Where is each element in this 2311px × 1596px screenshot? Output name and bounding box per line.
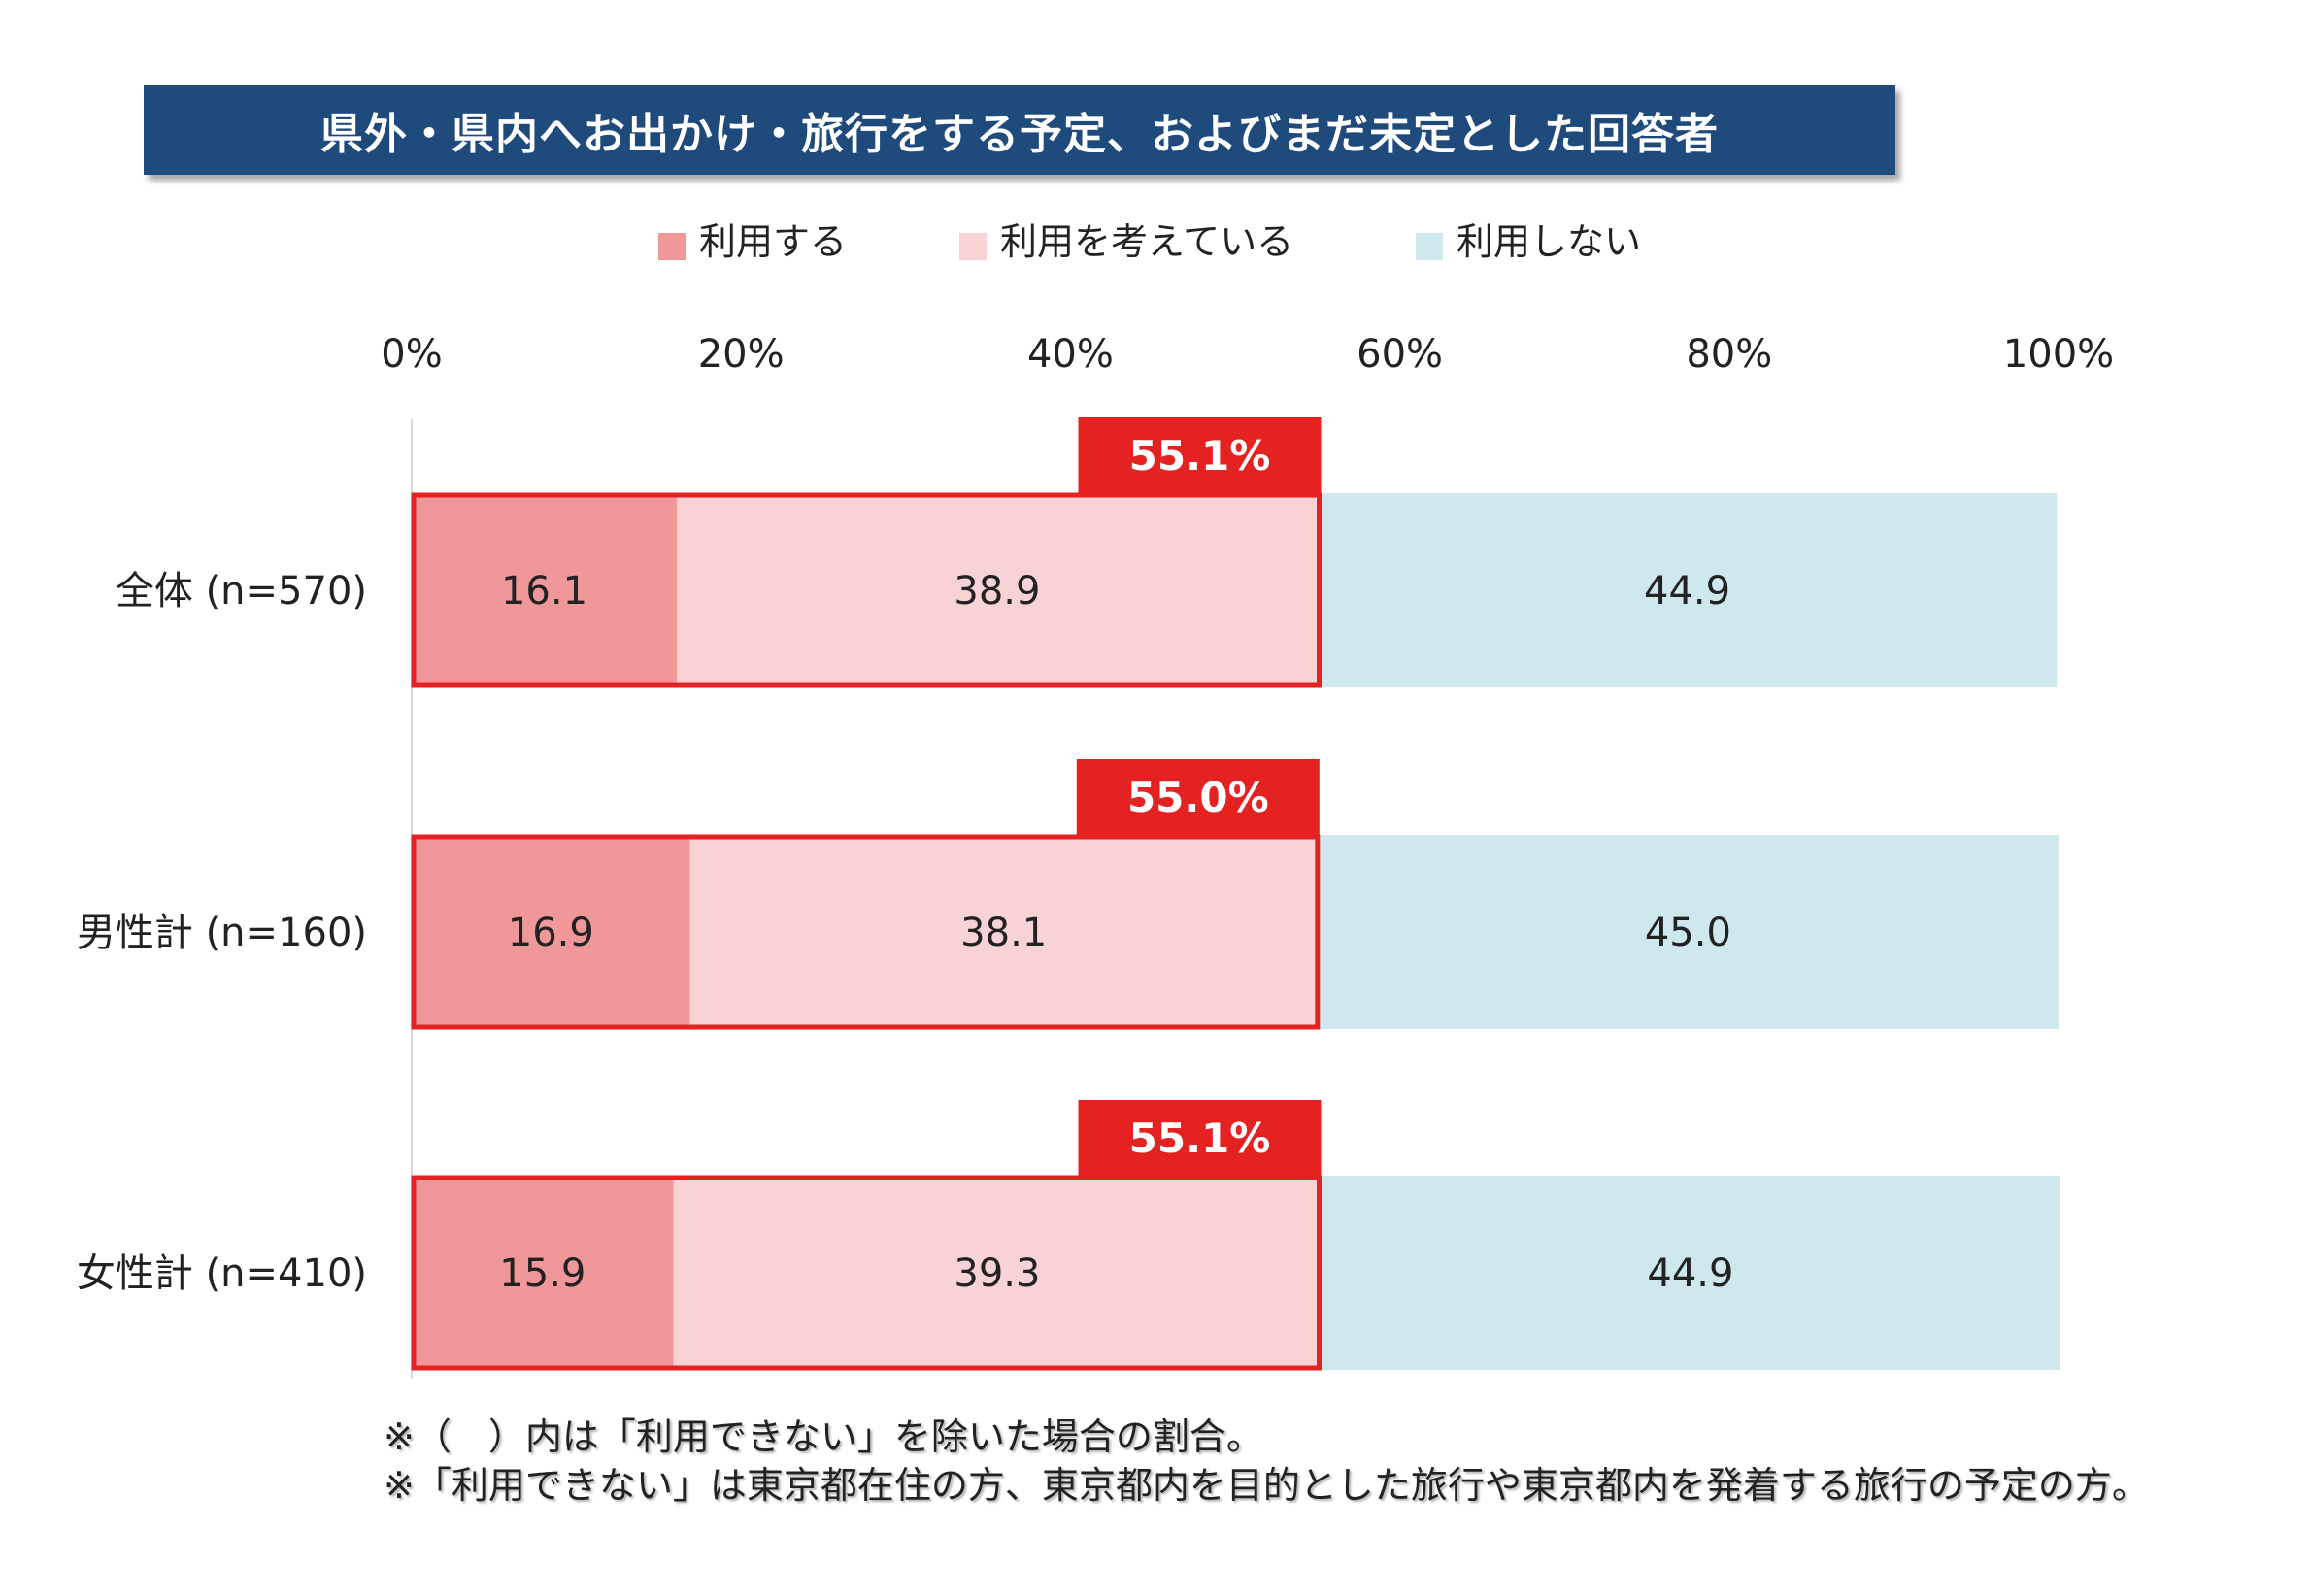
category-label: 全体 (n=570) <box>116 569 367 614</box>
chart-title: 県外・県内へお出かけ・旅行をする予定、およびまだ未定とした回答者 <box>320 110 1719 159</box>
bar-segment <box>1317 835 2059 1029</box>
callout-label: 55.1% <box>1129 432 1271 480</box>
footnotes: ※（ ）内は「利用できない」を除いた場合の割合。 ※「利用できない」は東京都在住… <box>384 1413 2149 1510</box>
legend-swatch-1 <box>658 233 686 260</box>
x-tick-label: 40% <box>1027 332 1114 377</box>
legend-label-1: 利用する <box>699 220 847 263</box>
data-label: 38.9 <box>954 569 1040 614</box>
data-label: 39.3 <box>954 1251 1040 1296</box>
x-tick-label: 60% <box>1356 332 1443 377</box>
x-tick-label: 80% <box>1686 332 1772 377</box>
data-label: 16.9 <box>508 911 594 955</box>
bar-segment <box>677 493 1318 687</box>
bar-segment <box>412 493 678 687</box>
highlight-outline <box>411 492 1322 688</box>
x-tick-label: 20% <box>698 332 785 377</box>
data-label: 16.1 <box>501 569 587 614</box>
callout-label: 55.1% <box>1129 1114 1271 1162</box>
x-tick-label: 0% <box>381 332 442 377</box>
legend-swatch-3 <box>1416 233 1443 260</box>
footnote-1: ※（ ）内は「利用できない」を除いた場合の割合。 <box>384 1415 1263 1458</box>
category-label: 男性計 (n=160) <box>77 911 367 955</box>
footnote-2: ※「利用できない」は東京都在住の方、東京都内を目的とした旅行や東京都内を発着する… <box>384 1464 2149 1507</box>
data-label: 38.1 <box>960 911 1047 955</box>
data-label: 15.9 <box>499 1251 586 1296</box>
data-label: 45.0 <box>1645 911 1731 955</box>
callout-box <box>1078 417 1322 495</box>
legend-label-2: 利用を考えている <box>1000 220 1293 263</box>
bar-segment <box>689 835 1318 1029</box>
bar-segment <box>412 1176 674 1370</box>
data-label: 44.9 <box>1644 569 1730 614</box>
legend-label-3: 利用しない <box>1457 220 1641 263</box>
data-label: 44.9 <box>1647 1251 1733 1296</box>
callout-box <box>1078 1100 1322 1178</box>
highlight-outline <box>411 1175 1322 1371</box>
bar-segment <box>673 1176 1322 1370</box>
highlight-outline <box>411 834 1321 1030</box>
callout-label: 55.0% <box>1127 774 1269 821</box>
bar-segment <box>412 835 690 1029</box>
callout-box <box>1076 759 1320 837</box>
category-label: 女性計 (n=410) <box>77 1251 367 1296</box>
legend-swatch-2 <box>959 233 987 260</box>
bar-segment <box>1317 493 2058 687</box>
title-banner: 県外・県内へお出かけ・旅行をする予定、およびまだ未定とした回答者 <box>144 85 1895 175</box>
x-tick-label: 100% <box>2003 332 2114 377</box>
bar-segment <box>1321 1176 2060 1370</box>
